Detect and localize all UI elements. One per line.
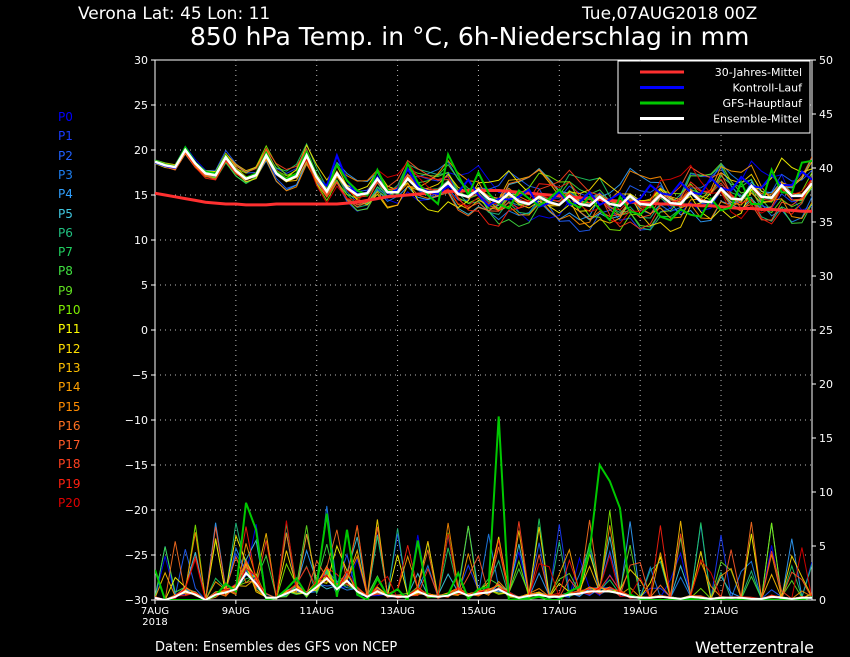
location-label: Verona Lat: 45 Lon: 11 [78,4,271,24]
member-label-p1: P1 [58,129,73,144]
y-tick-label-right: 40 [819,162,833,175]
plot-frame [154,59,813,601]
member-label-p10: P10 [58,303,81,317]
y-tick-label-left: 5 [141,279,148,292]
y-tick-label-right: 10 [819,486,833,499]
plot-area [155,142,812,600]
legend-label: Kontroll-Lauf [733,82,804,95]
legend-label: GFS-Hauptlauf [722,97,803,110]
y-tick-label-left: −30 [125,594,148,607]
y-tick-label-right: 20 [819,378,833,391]
precip-line-ensemble-mittel [155,571,812,600]
member-label-p19: P19 [58,476,81,491]
y-tick-label-right: 5 [819,540,826,553]
member-label-p15: P15 [58,399,81,414]
y-tick-label-left: 25 [134,99,148,112]
x-tick-label: 13AUG [380,606,415,617]
legend-label: 30-Jahres-Mittel [715,66,802,79]
data-source-label: Daten: Ensembles des GFS von NCEP [155,640,398,655]
x-tick-label: 21AUG [704,606,739,617]
member-label-p18: P18 [58,457,81,472]
x-tick-label: 17AUG [542,606,577,617]
brand-label: Wetterzentrale [695,638,815,657]
y-tick-label-right: 25 [819,324,833,337]
y-tick-label-right: 0 [819,594,826,607]
member-label-p13: P13 [58,360,81,375]
temp-line-30-jahres-mittel [155,189,812,213]
y-tick-label-left: −5 [132,369,148,382]
y-tick-label-left: −20 [125,504,148,517]
member-label-p3: P3 [58,167,73,182]
y-tick-label-left: 0 [141,324,148,337]
y-tick-label-left: 10 [134,234,148,247]
member-label-p0: P0 [58,110,73,124]
x-tick-label: 19AUG [623,606,658,617]
member-label-p17: P17 [58,438,81,453]
x-tick-label: 11AUG [299,606,334,617]
member-temp-line-p15 [155,149,812,225]
member-label-p9: P9 [58,283,73,298]
member-label-p20: P20 [58,496,81,510]
member-label-p14: P14 [58,380,81,395]
y-tick-label-left: −25 [125,549,148,562]
y-tick-label-right: 15 [819,432,833,445]
member-label-p7: P7 [58,245,73,260]
member-label-p16: P16 [58,418,81,433]
x-tick-label: 7AUG [141,606,169,617]
member-label-p8: P8 [58,264,73,279]
member-label-p11: P11 [58,322,81,337]
y-tick-label-left: 20 [134,144,148,157]
temp-line-ensemble-mittel [155,147,812,208]
legend-label: Ensemble-Mittel [713,113,802,126]
member-label-p5: P5 [58,206,73,221]
y-tick-label-right: 50 [819,54,833,67]
member-temp-line-p10 [155,144,812,232]
y-tick-label-left: −15 [125,459,148,472]
x-tick-label: 15AUG [461,606,496,617]
member-label-p6: P6 [58,225,73,240]
x-tick-label-year: 2018 [142,617,167,628]
y-tick-label-right: 45 [819,108,833,121]
member-label-p2: P2 [58,148,73,163]
y-tick-label-left: 30 [134,54,148,67]
datetime-label: Tue,07AUG2018 00Z [582,4,758,24]
y-tick-label-left: 15 [134,189,148,202]
y-tick-label-right: 30 [819,270,833,283]
precip-line-gfs-hauptlauf [155,416,812,600]
chart-title: 850 hPa Temp. in °C, 6h-Niederschlag in … [190,22,750,51]
member-label-p12: P12 [58,341,81,356]
member-label-p4: P4 [58,187,73,202]
y-tick-label-left: −10 [125,414,148,427]
y-tick-label-right: 35 [819,216,833,229]
x-tick-label: 9AUG [222,606,250,617]
